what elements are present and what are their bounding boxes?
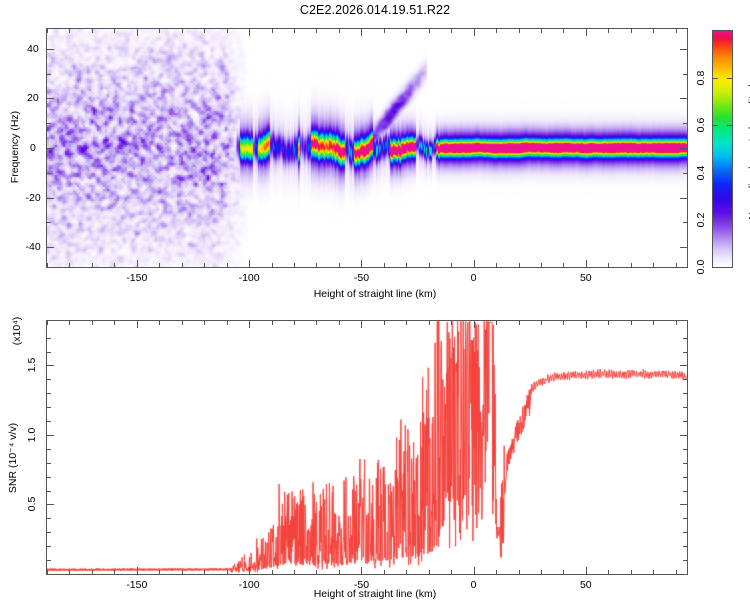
plot-title: C2E2.2026.014.19.51.R22 <box>299 3 451 17</box>
spectrogram-y-axis-title: Frequency (Hz) <box>9 110 21 184</box>
snr-multiplier-label: (x10⁴) <box>11 316 23 346</box>
spectrogram-panel <box>46 28 688 268</box>
snr-y-axis-title: SNR (10⁻⁴ v/v) <box>7 422 19 494</box>
cbar-tick-label-1: 0.2 <box>695 212 707 228</box>
snr-xtick-label-2: -50 <box>353 579 370 591</box>
snr-x-axis-title: Height of straight line (km) <box>313 588 437 600</box>
snr-xtick-label-0: -150 <box>126 579 148 591</box>
snr-xtick-label-4: 50 <box>579 579 592 591</box>
spec-xtick-label-3: 0 <box>470 272 477 284</box>
snr-ytick-label-2: 1.5 <box>26 358 38 373</box>
spec-xtick-label-4: 50 <box>579 272 592 284</box>
cbar-tick-label-4: 0.8 <box>695 70 707 86</box>
cbar-tick-label-0: 0.0 <box>695 259 707 275</box>
snr-xtick-label-3: 0 <box>470 579 477 591</box>
colorbar <box>712 30 733 268</box>
snr-trace <box>47 321 687 574</box>
snr-panel <box>46 320 688 575</box>
spec-xtick-label-0: -150 <box>126 272 148 284</box>
spec-xtick-label-2: -50 <box>353 272 370 284</box>
snr-ytick-label-1: 1.0 <box>26 427 38 443</box>
cbar-tick-label-3: 0.6 <box>695 118 707 133</box>
spec-ytick-label-1: -20 <box>25 191 41 204</box>
cbar-tick-label-2: 0.4 <box>695 165 707 180</box>
spec-ytick-label-0: -40 <box>25 241 41 254</box>
spec-ytick-label-2: 0 <box>30 142 36 154</box>
spec-ytick-label-4: 40 <box>27 42 39 55</box>
snr-ytick-label-0: 0.5 <box>26 497 38 512</box>
snr-xtick-label-1: -100 <box>238 579 260 591</box>
colorbar-gradient <box>713 31 732 267</box>
spec-xtick-label-1: -100 <box>238 272 260 284</box>
spectrogram-x-axis-title: Height of straight line (km) <box>313 288 437 300</box>
spectrogram-image <box>47 29 687 267</box>
spec-ytick-label-3: 20 <box>27 92 39 105</box>
